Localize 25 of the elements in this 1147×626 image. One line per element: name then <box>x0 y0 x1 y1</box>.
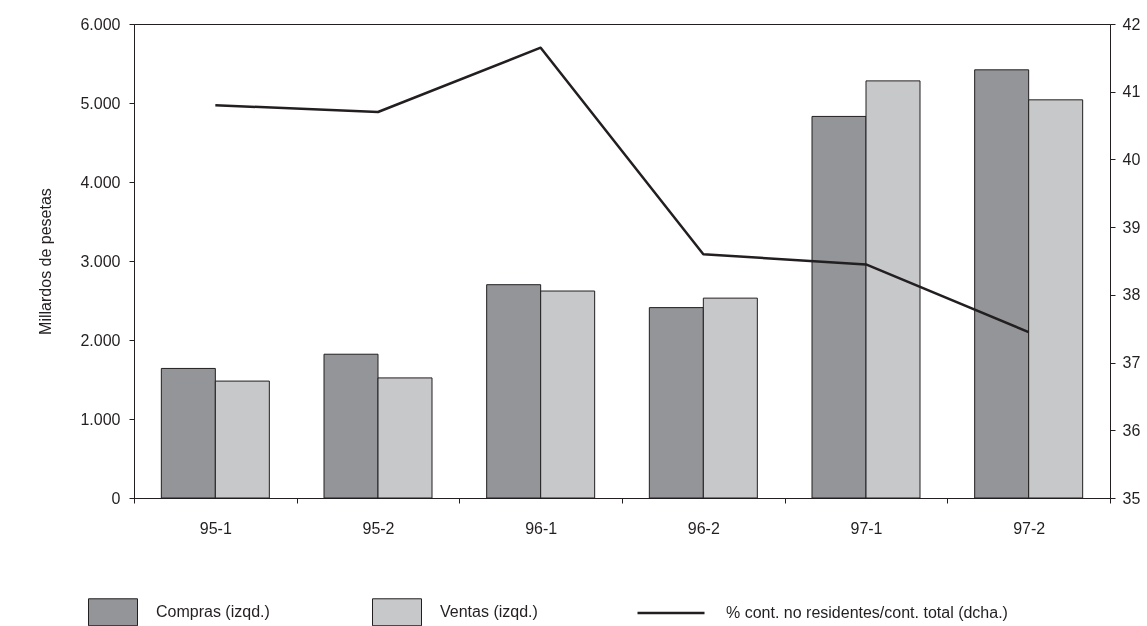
y2-tick-label: 36 <box>1122 421 1141 439</box>
y2-tick-label: 35 <box>1122 489 1141 507</box>
y2-tick-label: 37 <box>1122 354 1141 372</box>
legend-label: Compras (izqd.) <box>156 603 270 621</box>
legend-label: Ventas (izqd.) <box>440 603 538 621</box>
x-tick-label: 96-1 <box>525 519 558 537</box>
y-tick-label: 5.000 <box>80 94 121 112</box>
y2-tick-label: 38 <box>1122 286 1141 304</box>
x-tick-label: 97-2 <box>1013 519 1046 537</box>
y-tick-label: 2.000 <box>80 331 121 349</box>
y-axis-title: Millardos de pesetas <box>37 188 55 335</box>
y2-tick-label: 39 <box>1122 218 1141 236</box>
y-tick-label: 0 <box>111 489 121 507</box>
y-tick-label: 1.000 <box>80 410 121 428</box>
x-tick-label: 97-1 <box>850 519 883 537</box>
y-tick-label: 4.000 <box>80 173 121 191</box>
y-tick-label: 3.000 <box>80 252 121 270</box>
x-tick-label: 96-2 <box>687 519 720 537</box>
y2-tick-label: 40 <box>1122 150 1141 168</box>
x-tick-label: 95-2 <box>362 519 395 537</box>
x-tick-label: 95-1 <box>199 519 232 537</box>
y2-tick-label: 42 <box>1122 15 1141 33</box>
legend-label: % cont. no residentes/cont. total (dcha.) <box>726 604 1008 621</box>
y-tick-label: 6.000 <box>80 15 121 33</box>
y2-tick-label: 41 <box>1122 83 1141 101</box>
